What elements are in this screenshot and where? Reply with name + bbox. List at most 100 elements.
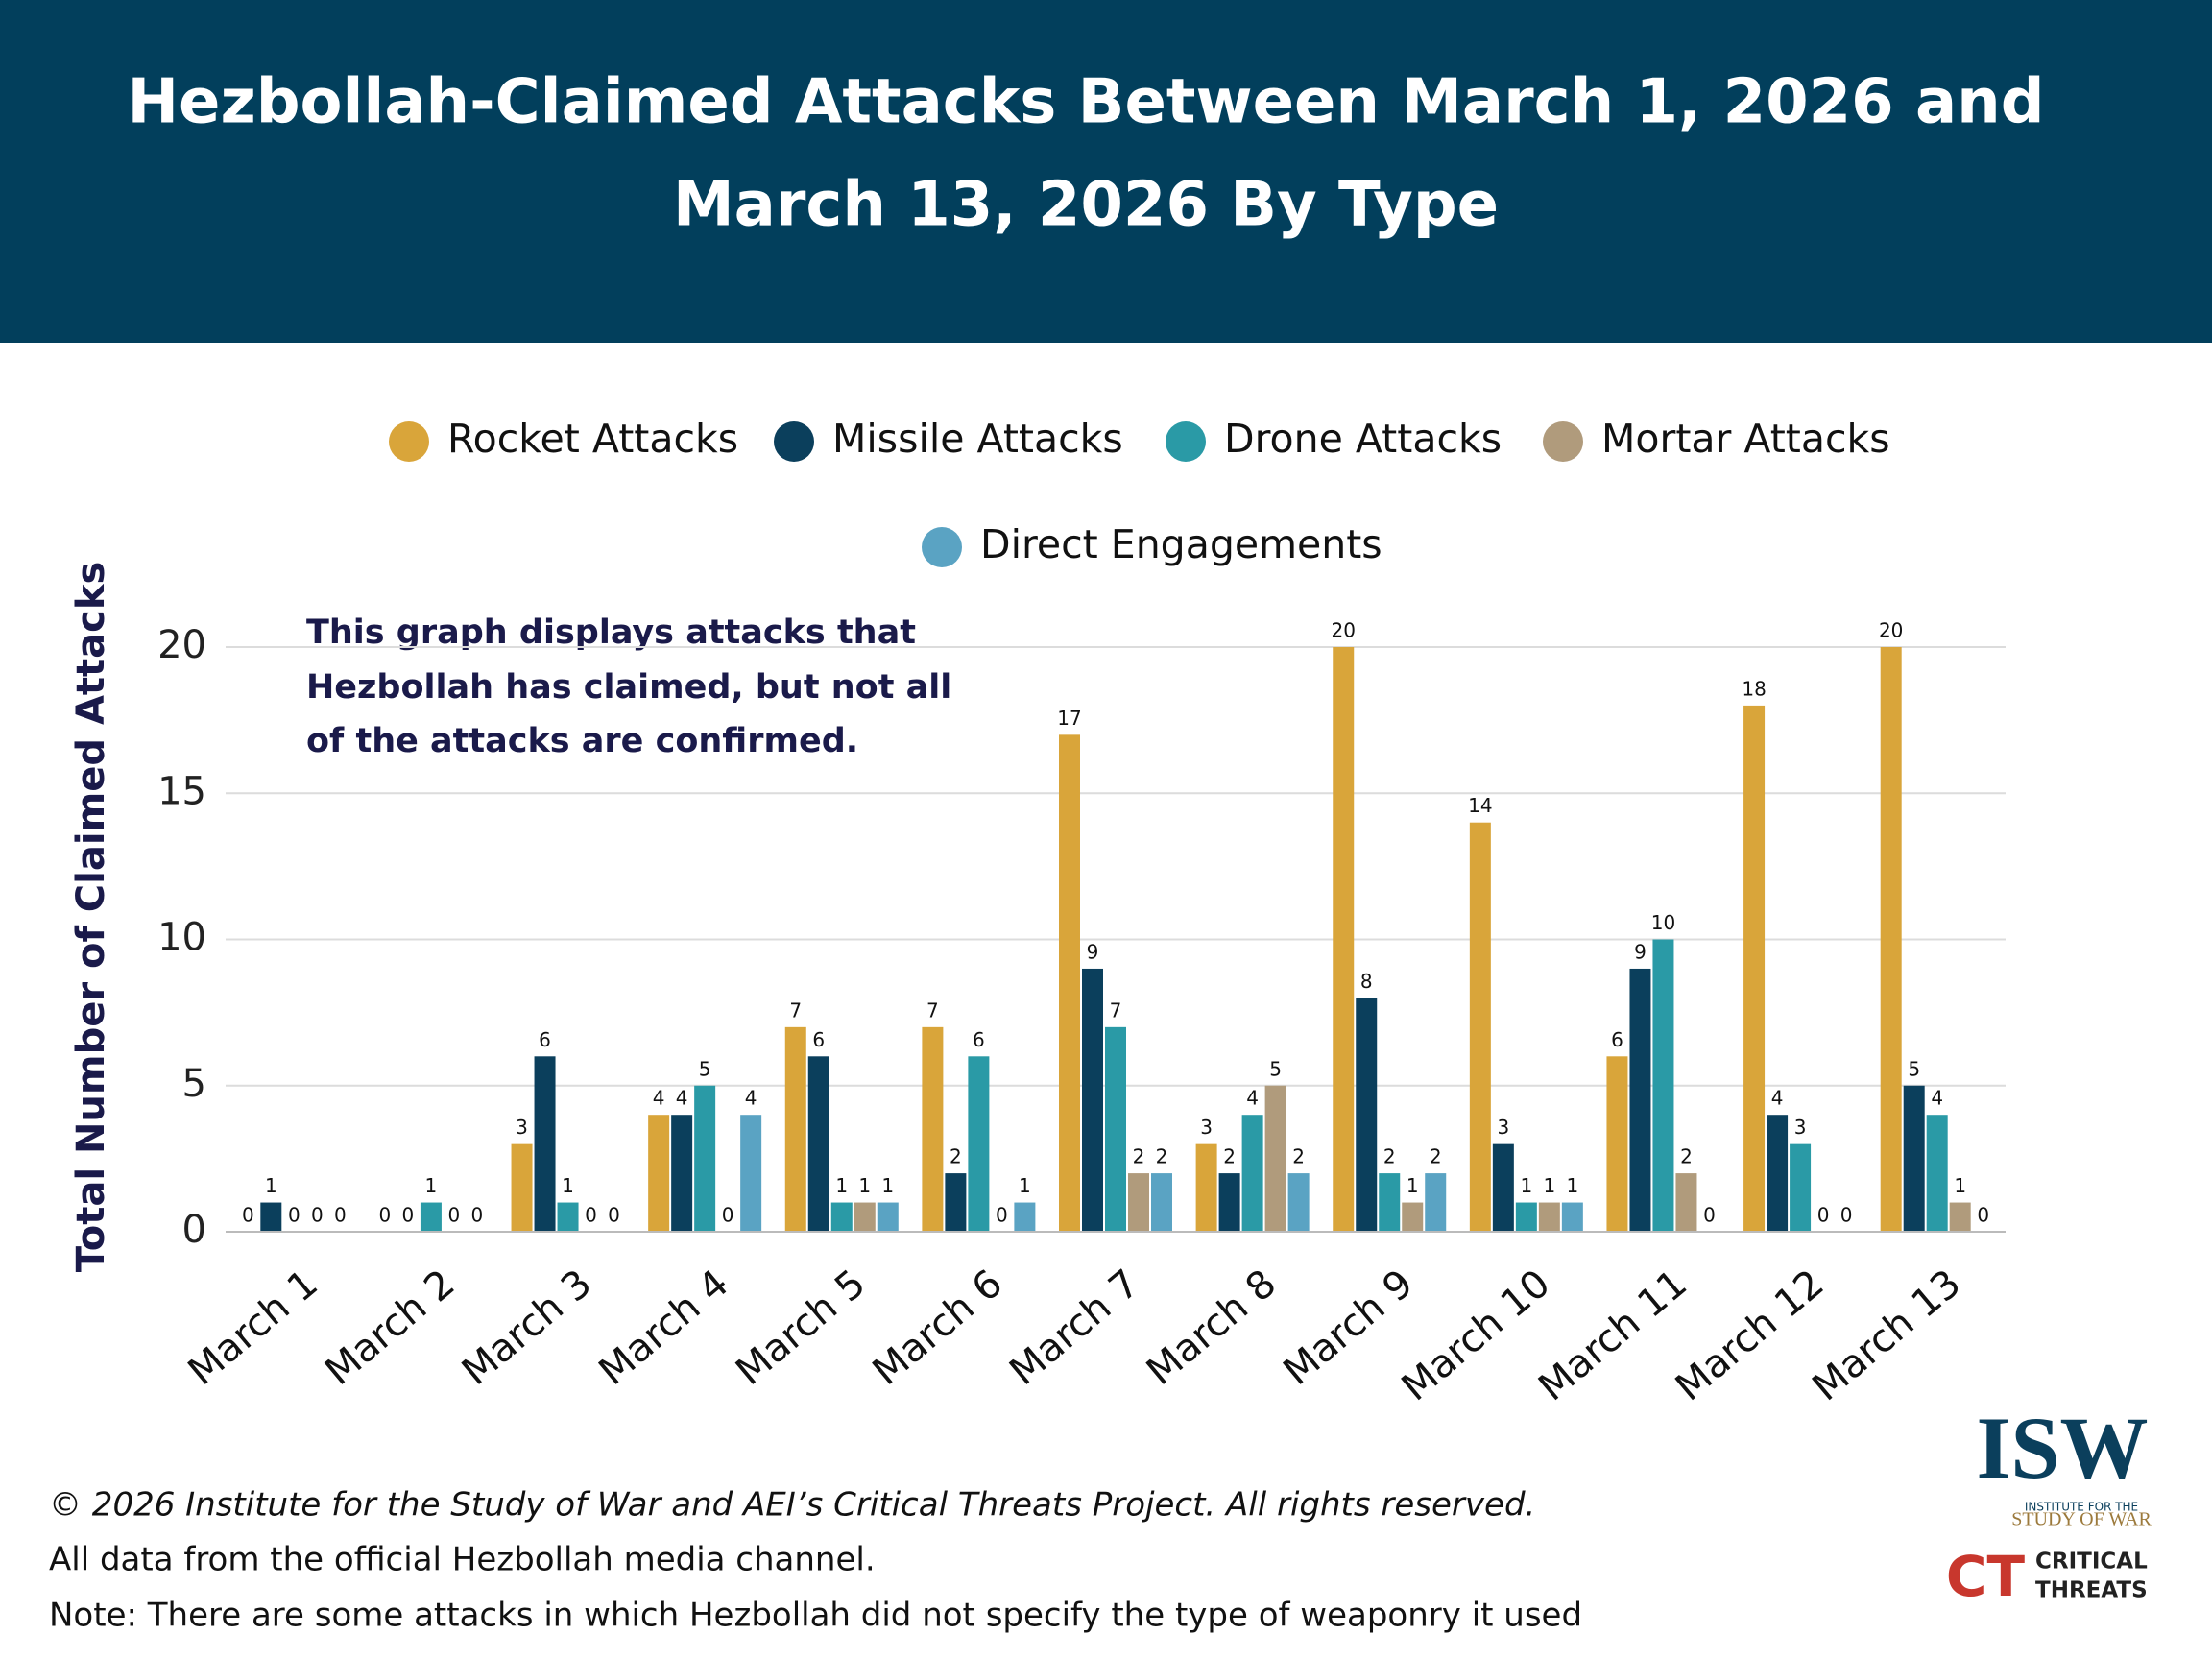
data-label: 2 [1292, 1145, 1305, 1168]
footer-text: © 2026 Institute for the Study of War an… [49, 1486, 1535, 1525]
legend-marker [1543, 421, 1583, 462]
data-label: 1 [1407, 1174, 1419, 1197]
data-label: 1 [562, 1174, 574, 1197]
data-label: 5 [699, 1057, 711, 1080]
bar [260, 1202, 282, 1232]
bar [557, 1202, 579, 1232]
data-label: 1 [1954, 1174, 1966, 1197]
bar [420, 1202, 442, 1232]
data-label: 4 [1931, 1087, 1943, 1110]
bar [1903, 1085, 1925, 1232]
y-tick-label: 20 [157, 623, 206, 667]
legend-marker [389, 421, 429, 462]
bar [807, 1056, 830, 1232]
data-label: 1 [835, 1174, 848, 1197]
x-tick-label: March 8 [1139, 1262, 1285, 1394]
bar [1880, 647, 1902, 1232]
bar [854, 1202, 876, 1232]
bar [1014, 1202, 1036, 1232]
data-label: 0 [1977, 1204, 1989, 1227]
data-label: 0 [288, 1204, 301, 1227]
data-label: 1 [1520, 1174, 1532, 1197]
data-label: 5 [1908, 1057, 1920, 1080]
data-label: 0 [471, 1204, 484, 1227]
bar [1195, 1143, 1217, 1232]
bar [1492, 1143, 1514, 1232]
bar [877, 1202, 899, 1232]
bar [1356, 998, 1378, 1232]
data-label: 2 [1223, 1145, 1236, 1168]
data-label: 0 [448, 1204, 461, 1227]
data-label: 0 [402, 1204, 415, 1227]
annotation: of the attacks are confirmed. [306, 722, 858, 760]
bar [534, 1056, 556, 1232]
data-label: 3 [516, 1116, 528, 1139]
bar [1652, 939, 1674, 1232]
logo-text: CT [1946, 1544, 2026, 1609]
data-label: 0 [585, 1204, 597, 1227]
x-tick-label: March 3 [454, 1262, 600, 1394]
x-tick-label: March 10 [1394, 1262, 1559, 1410]
data-label: 0 [722, 1204, 734, 1227]
data-label: 1 [425, 1174, 438, 1197]
bar [1926, 1115, 1948, 1232]
bar [1743, 705, 1766, 1232]
x-tick-label: March 2 [317, 1262, 463, 1394]
bar [648, 1115, 670, 1232]
data-label: 1 [1019, 1174, 1031, 1197]
data-label: 20 [1332, 619, 1356, 642]
data-label: 4 [1246, 1087, 1259, 1110]
x-tick-label: March 1 [180, 1262, 326, 1394]
bar [694, 1085, 716, 1232]
legend-label: Drone Attacks [1224, 416, 1502, 462]
bar [511, 1143, 533, 1232]
bar [922, 1026, 944, 1232]
data-label: 1 [265, 1174, 277, 1197]
data-label: 7 [1110, 998, 1122, 1022]
data-label: 4 [1771, 1087, 1784, 1110]
bar [1790, 1143, 1812, 1232]
data-label: 2 [1383, 1145, 1396, 1168]
data-label: 2 [1430, 1145, 1442, 1168]
bar [1082, 968, 1103, 1232]
data-label: 4 [676, 1087, 688, 1110]
data-label: 1 [858, 1174, 871, 1197]
bar [1425, 1173, 1447, 1232]
logo-text: STUDY OF WAR [2011, 1509, 2152, 1530]
y-axis-label: Total Number of Claimed Attacks [69, 562, 113, 1273]
bar [1264, 1085, 1286, 1232]
bar [1629, 968, 1651, 1232]
bar [1218, 1173, 1240, 1232]
bar [1379, 1173, 1401, 1232]
footer-text: Note: There are some attacks in which He… [49, 1597, 1582, 1635]
chart-title: Hezbollah-Claimed Attacks Between March … [127, 67, 2044, 138]
bar [1402, 1202, 1424, 1232]
bar [1128, 1173, 1149, 1232]
x-tick-label: March 4 [590, 1262, 736, 1394]
data-label: 0 [608, 1204, 620, 1227]
y-tick-label: 10 [157, 916, 206, 960]
x-tick-label: March 11 [1530, 1262, 1695, 1410]
data-label: 17 [1057, 707, 1081, 730]
isw-logo: ISW INSTITUTE FOR THE STUDY OF WAR [1977, 1399, 2152, 1529]
bar [1767, 1115, 1789, 1232]
bar [1515, 1202, 1537, 1232]
data-label: 7 [789, 998, 802, 1022]
y-tick-label: 5 [182, 1062, 206, 1106]
data-label: 4 [745, 1087, 757, 1110]
ct-logo: CT CRITICAL THREATS [1946, 1544, 2148, 1609]
data-label: 2 [950, 1145, 962, 1168]
x-tick-label: March 7 [1001, 1262, 1147, 1394]
legend-marker [922, 527, 962, 567]
bar [1151, 1173, 1172, 1232]
data-label: 0 [242, 1204, 254, 1227]
legend-label: Mortar Attacks [1601, 416, 1890, 462]
y-tick-label: 15 [157, 769, 206, 813]
data-label: 0 [1840, 1204, 1853, 1227]
data-label: 2 [1680, 1145, 1693, 1168]
data-label: 3 [1200, 1116, 1213, 1139]
logo-text: ISW [1977, 1399, 2149, 1497]
bar [1606, 1056, 1628, 1232]
bar [945, 1173, 967, 1232]
